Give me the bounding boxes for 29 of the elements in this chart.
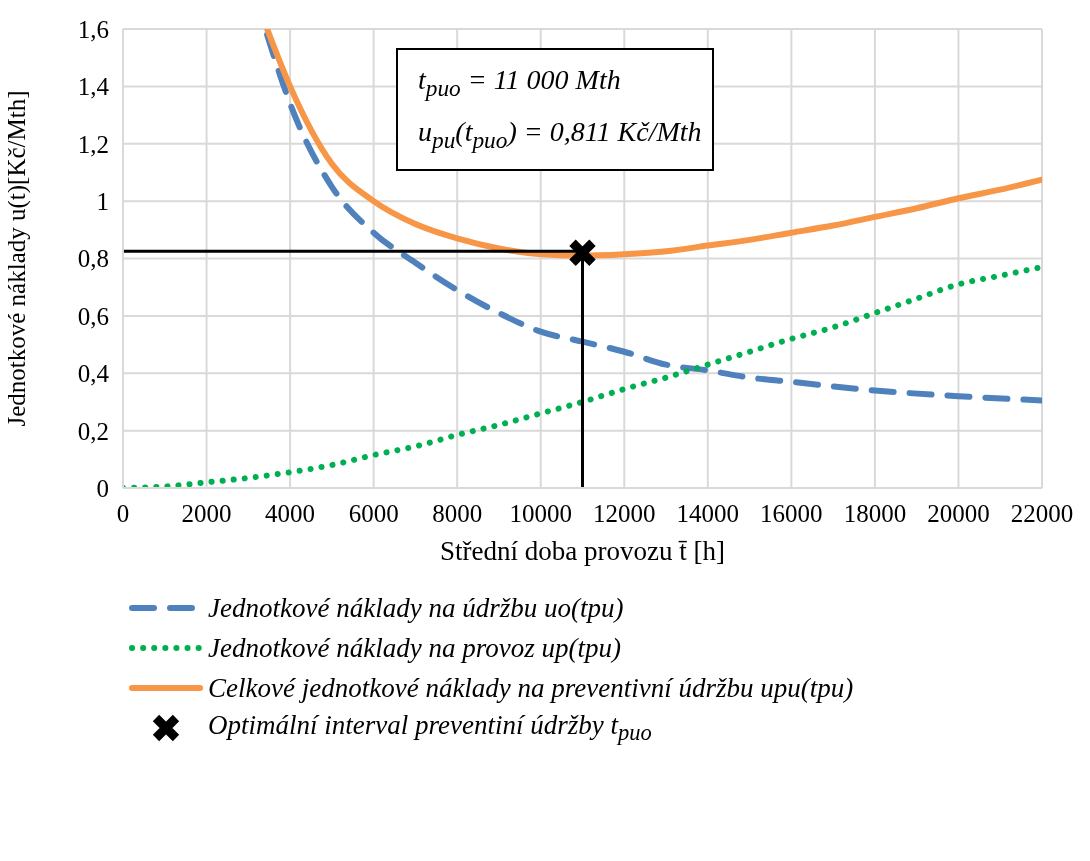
- y-tick-label: 0,6: [77, 302, 109, 330]
- y-tick-label: 0,2: [77, 417, 109, 445]
- legend-label: Celkové jednotkové náklady na preventivní údržbu upu(tpu): [208, 672, 854, 704]
- x-tick-label: 12000: [593, 499, 656, 527]
- annotation: u$_{pu}$(t$_{puo}$) = 0,811 Kč/Mth: [418, 114, 702, 155]
- x-tick-label: 8000: [432, 499, 483, 527]
- y-tick-label: 1,4: [77, 73, 110, 101]
- y-tick-label: 0,4: [77, 360, 110, 388]
- legend-label: Jednotkové náklady na provoz up(tpu): [208, 632, 621, 664]
- x-tick-label: 4000: [265, 499, 316, 527]
- x-tick-label: 6000: [348, 499, 399, 527]
- y-tick-label: 0,8: [77, 245, 109, 273]
- y-tick-label: 1,6: [77, 15, 109, 43]
- x-tick-label: 14000: [676, 499, 740, 527]
- x-tick-label: 22000: [1010, 499, 1074, 527]
- y-tick-label: 0: [96, 474, 109, 502]
- y-axis-title: Jednotkové náklady u(t)[Kč/Mth]: [2, 90, 31, 427]
- x-tick-label: 20000: [927, 499, 990, 527]
- x-axis-title: Střední doba provozu t̄ [h]: [440, 536, 725, 566]
- x-tick-label: 2000: [181, 499, 232, 527]
- legend-label: Optimální interval preventiní údržby t$_{puo}$: [208, 709, 652, 747]
- x-tick-label: 18000: [843, 499, 907, 527]
- y-tick-label: 1: [96, 188, 109, 215]
- y-tick-label: 1,2: [77, 130, 109, 158]
- legend-label: Jednotkové náklady na údržbu uo(tpu): [208, 592, 624, 624]
- x-tick-label: 10000: [509, 499, 572, 527]
- x-tick-label: 16000: [760, 499, 823, 527]
- annotation: t$_{puo}$ = 11 000 Mth: [418, 63, 622, 103]
- x-tick-label: 0: [116, 499, 130, 527]
